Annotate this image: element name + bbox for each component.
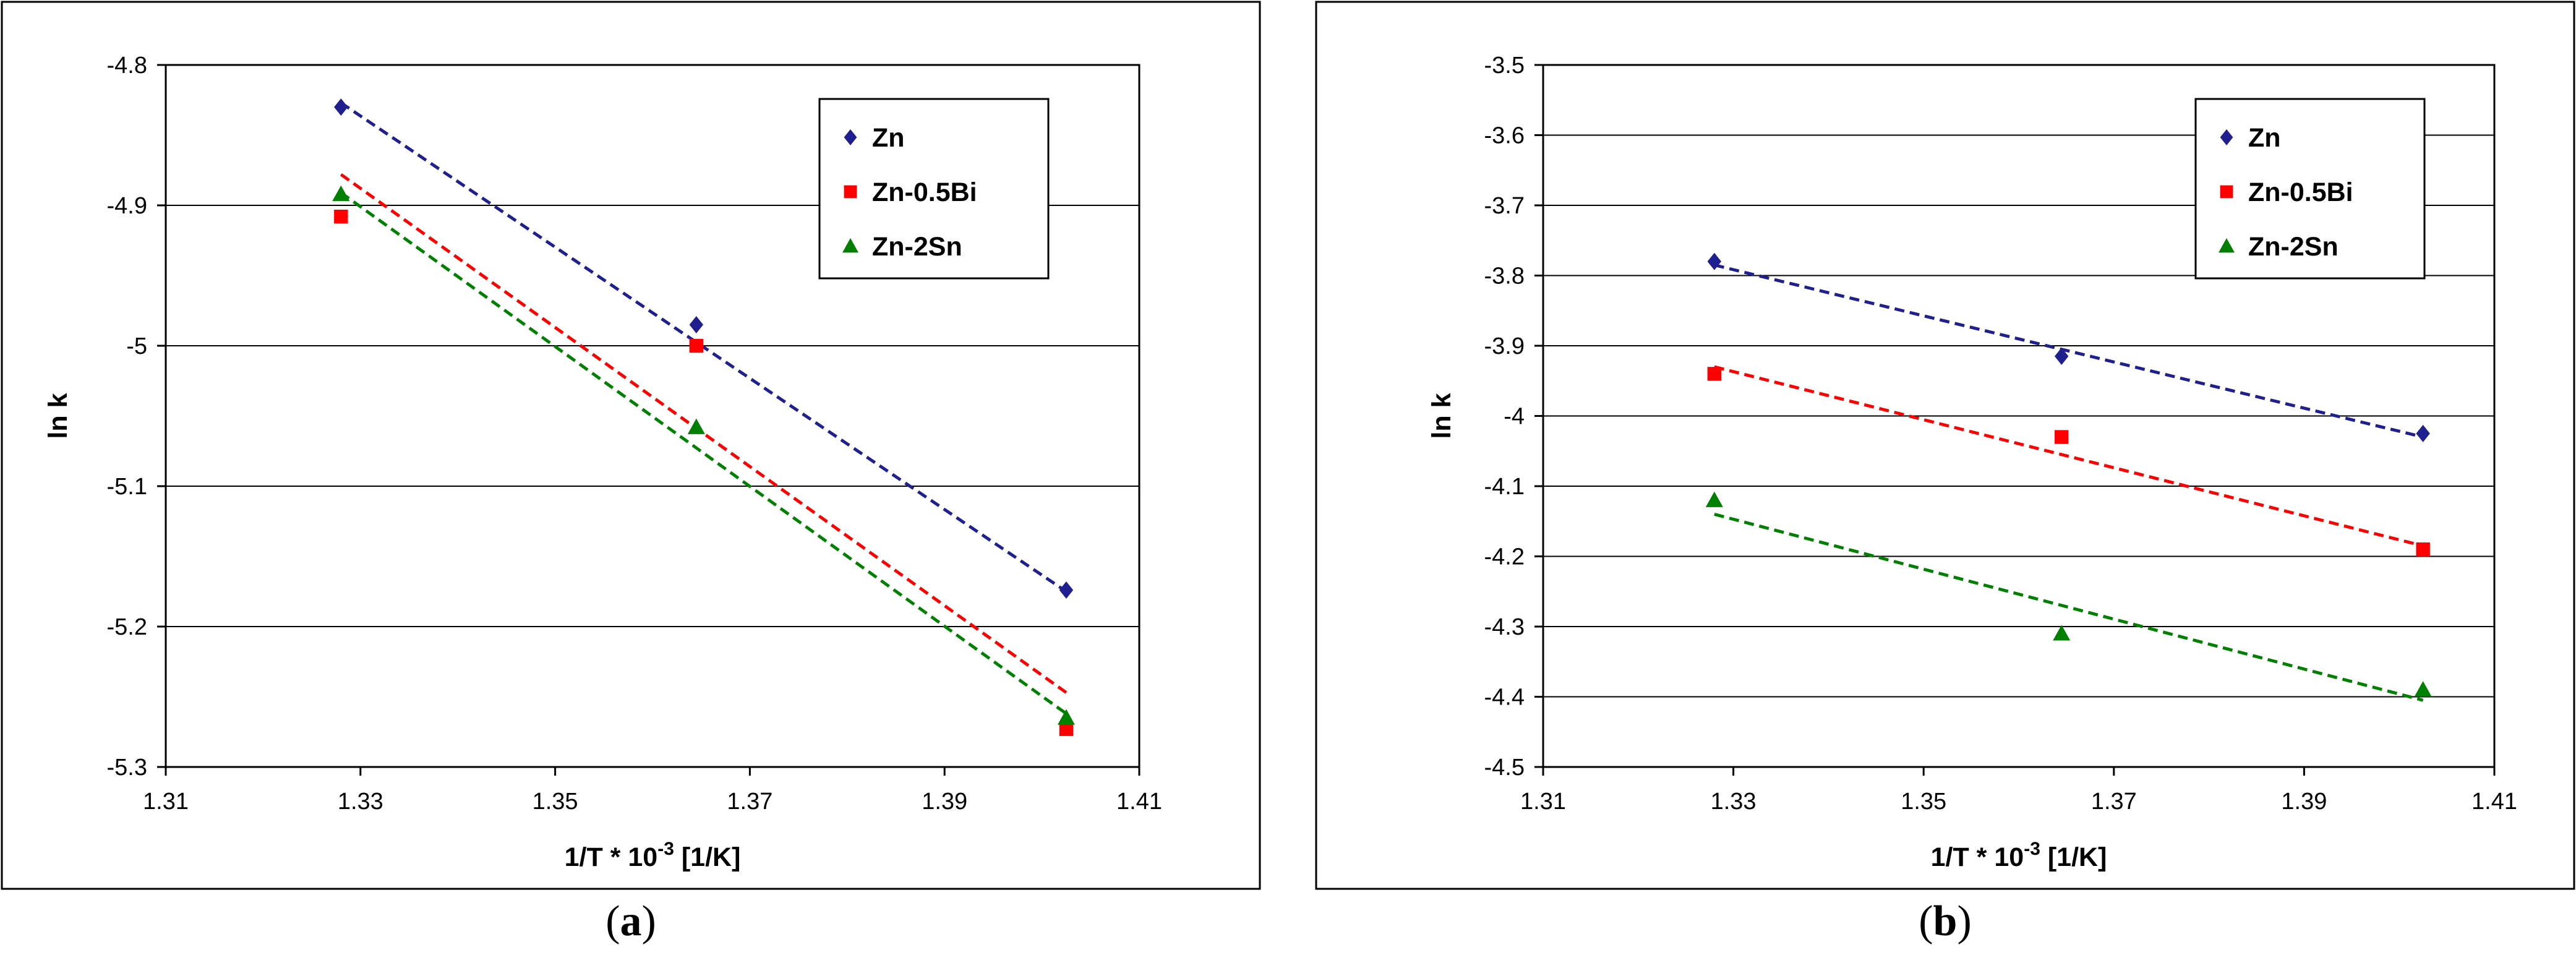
trendline-zn (340, 101, 1068, 593)
chart-panel-b: -3.5 -3.6 -3.7 -3.8 -3.9 -4 -4.1 -4.2 -4.3 -4.4 -4… (1314, 0, 2576, 968)
x-axis-title: 1/T * 10-3 [1/K] (1931, 839, 2107, 872)
data-point-zn-0-5bi (689, 338, 704, 353)
x-tick-label: 1.33 (1711, 789, 1757, 815)
x-tick-label: 1.37 (2091, 789, 2137, 815)
legend (818, 98, 1050, 280)
data-point-zn-0-5bi (1059, 722, 1074, 736)
y-tick-label: -3.6 (1484, 123, 1525, 149)
data-point-zn-0-5bi (1707, 367, 1722, 381)
legend-marker-zn-2sn (2219, 238, 2235, 253)
data-point-zn (334, 98, 348, 116)
legend-marker-zn (844, 129, 857, 145)
data-point-zn-0-5bi (334, 209, 348, 224)
data-point-zn-2sn (332, 185, 350, 202)
chart-panel-a: -4.8 -4.9 -5 -5.1 -5.2 -5.3 1.31 1.33 1.35 1.37 1.… (0, 0, 1262, 968)
y-tick-label: -4.2 (1484, 544, 1525, 570)
x-axis-title-main: 1/T * 10 (565, 842, 658, 872)
caption-a: (a) (605, 897, 656, 945)
legend-marker-zn-0-5bi (844, 185, 857, 199)
data-point-zn-2sn (1057, 709, 1075, 725)
plot-area (165, 64, 1140, 768)
y-tick-label: -4.8 (107, 53, 147, 79)
trendline-zn-0-5bi (1714, 365, 2424, 547)
data-point-zn (1059, 581, 1074, 599)
x-tick-label: 1.41 (1116, 789, 1162, 815)
x-axis-title-unit: [1/K] (674, 842, 741, 872)
trendline-zn (1714, 263, 2424, 439)
y-tick-label: -3.5 (1484, 53, 1525, 79)
chart-a: -4.8 -4.9 -5 -5.1 -5.2 -5.3 1.31 1.33 1.35 1.37 1.… (1, 1, 1261, 890)
y-tick-label: -3.9 (1484, 333, 1525, 359)
legend-label-zn-0-5bi: Zn-0.5Bi (872, 178, 977, 207)
x-axis-title-unit: [1/K] (2040, 842, 2107, 872)
legend-label-zn-2sn: Zn-2Sn (2248, 232, 2339, 262)
data-point-zn-2sn (2053, 625, 2071, 641)
x-tick-label: 1.41 (2471, 789, 2517, 815)
x-tick-label: 1.31 (143, 789, 189, 815)
caption-b-label: b (1933, 897, 1958, 945)
data-point-zn-2sn (2414, 681, 2432, 697)
x-tick-label: 1.35 (533, 789, 578, 815)
y-axis-title: ln k (1427, 393, 1457, 439)
y-tick-label: -4.1 (1484, 474, 1525, 500)
trendline-zn-0-5bi (340, 173, 1068, 694)
trendline-zn-2sn (340, 191, 1068, 715)
x-tick-label: 1.37 (727, 789, 772, 815)
x-tick-label: 1.39 (2281, 789, 2327, 815)
y-tick-label: -3.7 (1484, 193, 1525, 219)
data-point-zn (2416, 424, 2430, 442)
caption-a-label: a (620, 897, 642, 945)
y-tick-label: -4 (1504, 404, 1525, 430)
legend-label-zn: Zn (872, 123, 905, 153)
y-axis-title: ln k (43, 393, 73, 439)
legend-marker-zn-2sn (842, 238, 858, 253)
x-tick-label: 1.33 (338, 789, 383, 815)
data-point-zn (2055, 348, 2069, 366)
data-point-zn (1707, 252, 1722, 270)
y-tick-label: -4.5 (1484, 755, 1525, 781)
x-tick-label: 1.31 (1520, 789, 1566, 815)
y-tick-label: -3.8 (1484, 263, 1525, 289)
y-tick-label: -5.2 (107, 614, 147, 640)
y-tick-label: -5 (126, 333, 147, 359)
x-axis-title-main: 1/T * 10 (1931, 842, 2024, 872)
x-axis-title: 1/T * 10-3 [1/K] (565, 839, 741, 872)
y-tick-label: -4.3 (1484, 614, 1525, 640)
x-axis-title-sup: -3 (2024, 839, 2040, 859)
data-point-zn-0-5bi (2416, 542, 2430, 557)
data-point-zn (689, 315, 704, 333)
legend (2194, 98, 2426, 280)
y-tick-label: -5.1 (107, 474, 147, 500)
trendline-zn-2sn (1714, 512, 2424, 702)
y-tick-label: -4.9 (107, 193, 147, 219)
legend-label-zn: Zn (2248, 123, 2281, 153)
x-tick-label: 1.39 (922, 789, 967, 815)
x-axis-title-sup: -3 (657, 839, 674, 859)
legend-marker-zn (2220, 129, 2233, 145)
data-point-zn-2sn (687, 418, 705, 434)
chart-frame (1, 1, 1261, 890)
legend-label-zn-0-5bi: Zn-0.5Bi (2248, 178, 2353, 207)
data-point-zn-2sn (1705, 491, 1723, 507)
y-tick-label: -5.3 (107, 755, 147, 781)
x-tick-label: 1.35 (1901, 789, 1946, 815)
legend-label-zn-2sn: Zn-2Sn (872, 232, 962, 262)
caption-b: (b) (1919, 897, 1972, 945)
chart-b: -3.5 -3.6 -3.7 -3.8 -3.9 -4 -4.1 -4.2 -4.3 -4.4 -4… (1315, 1, 2575, 890)
data-point-zn-0-5bi (2055, 430, 2069, 444)
legend-marker-zn-0-5bi (2220, 185, 2233, 199)
y-tick-label: -4.4 (1484, 685, 1525, 711)
